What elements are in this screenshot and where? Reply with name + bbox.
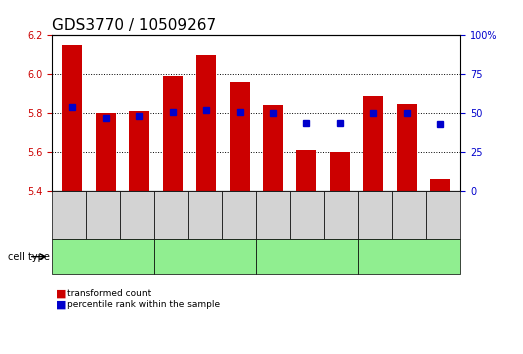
Bar [330,152,350,191]
Text: GSM565757: GSM565757 [99,192,108,238]
Text: GSM565754: GSM565754 [201,192,210,238]
Bar [297,150,316,191]
Text: cell type: cell type [8,252,50,262]
Bar [163,76,183,191]
Bar [129,112,149,191]
Text: bone marrow
granulocyte iPS: bone marrow granulocyte iPS [175,247,235,266]
Bar [263,105,283,191]
Text: GSM565759: GSM565759 [371,192,380,238]
Text: transformed count: transformed count [67,289,151,298]
Text: GSM565762: GSM565762 [269,192,278,238]
Text: ■: ■ [56,289,67,299]
Bar [62,45,83,191]
Text: GSM565763: GSM565763 [303,192,312,238]
Text: ■: ■ [56,299,67,309]
Text: GSM565758: GSM565758 [133,192,142,238]
Bar [363,96,383,191]
Text: GSM565761: GSM565761 [439,192,448,238]
Text: tail tip fibroblast iPS: tail tip fibroblast iPS [370,252,448,261]
Bar [397,104,417,191]
Text: percentile rank within the sample: percentile rank within the sample [67,300,220,309]
Text: GSM565764: GSM565764 [337,192,346,238]
Text: skeletal muscle
precursor iPS: skeletal muscle precursor iPS [278,247,337,266]
Text: GDS3770 / 10509267: GDS3770 / 10509267 [52,18,217,33]
Text: splenic B cell iPS: splenic B cell iPS [71,252,135,261]
Text: GSM565755: GSM565755 [235,192,244,238]
Bar [430,179,450,191]
Text: GSM565760: GSM565760 [405,192,414,238]
Text: GSM565753: GSM565753 [167,192,176,238]
Bar [196,55,216,191]
Bar [230,82,249,191]
Text: GSM565756: GSM565756 [65,192,74,238]
Bar [96,113,116,191]
